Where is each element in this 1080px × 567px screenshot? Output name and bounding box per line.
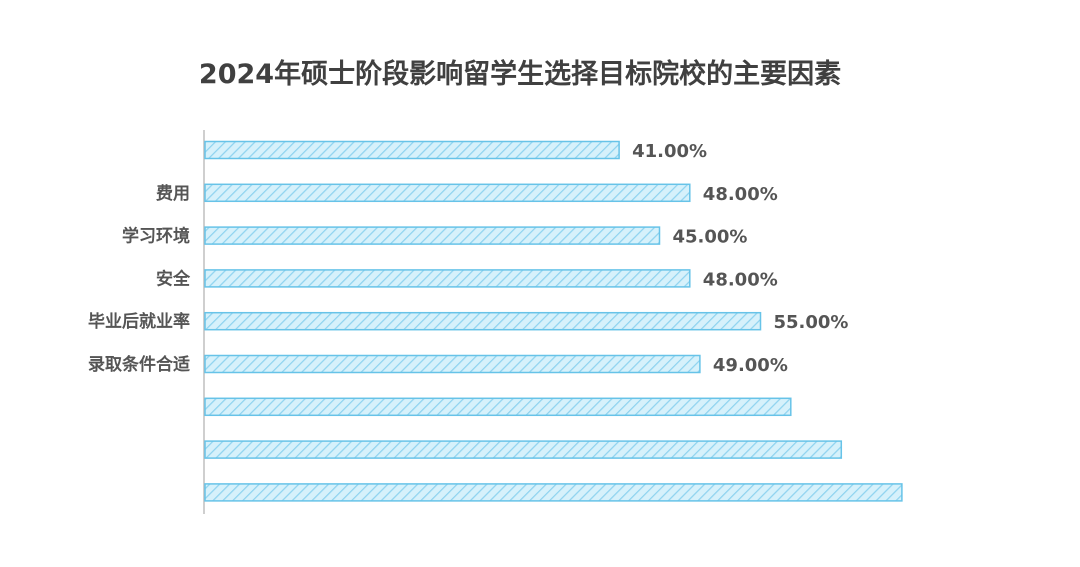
value-label: 48.00%	[703, 269, 778, 290]
bar	[204, 269, 691, 288]
category-label: 毕业后就业率	[88, 311, 190, 332]
bar	[204, 397, 792, 417]
value-label: 49.00%	[713, 355, 788, 376]
bar	[204, 354, 701, 374]
chart-title: 2024年硕士阶段影响留学生选择目标院校的主要因素	[198, 59, 842, 90]
value-label: 55.00%	[774, 312, 849, 333]
bar	[204, 183, 691, 203]
bar	[204, 311, 762, 331]
bar	[204, 440, 843, 459]
value-label: 45.00%	[673, 227, 748, 248]
category-label: 安全	[156, 268, 191, 289]
bar	[204, 226, 661, 245]
value-label: 41.00%	[632, 141, 707, 162]
category-label: 费用	[156, 183, 190, 204]
category-label: 学习环境	[122, 226, 190, 247]
value-label: 48.00%	[703, 184, 778, 205]
category-label: 录取条件合适	[88, 354, 190, 375]
bar	[204, 483, 903, 502]
bar	[204, 140, 620, 160]
